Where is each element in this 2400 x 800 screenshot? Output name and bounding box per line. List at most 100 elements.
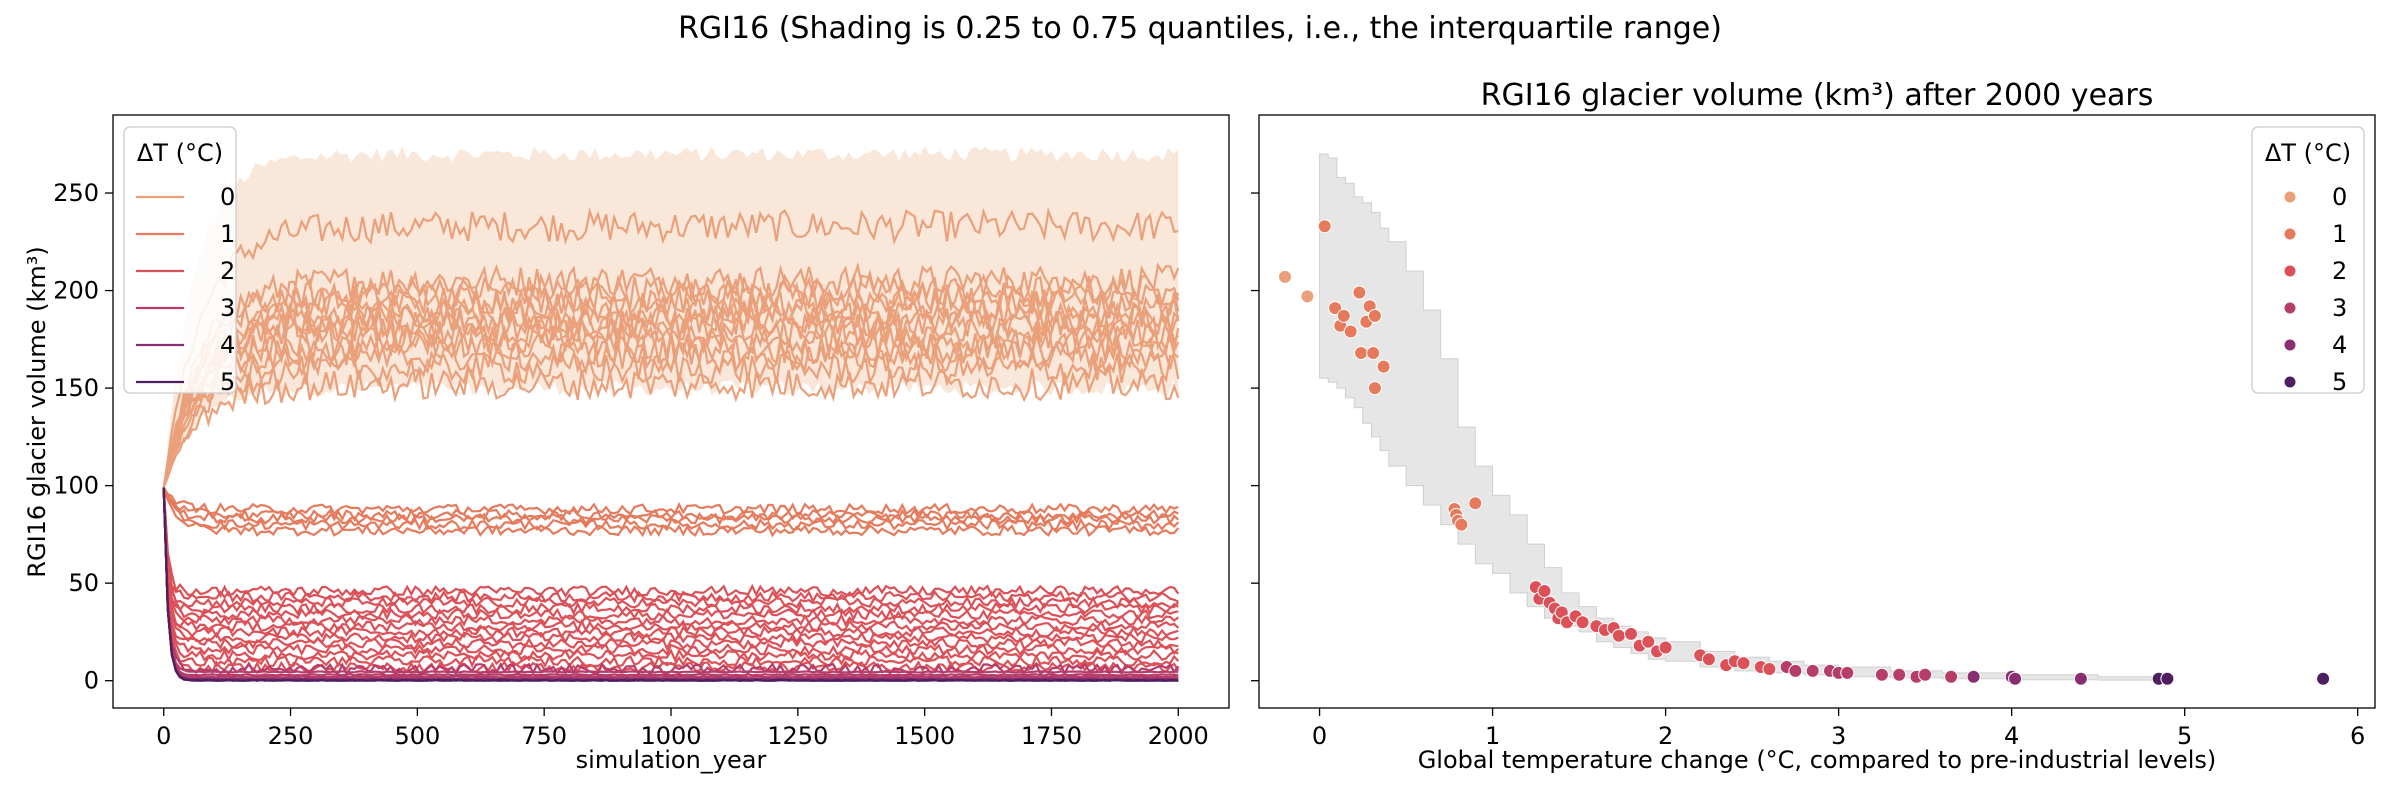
series-line-dT-2 [162, 487, 1179, 628]
scatter-point-dT-3 [1805, 663, 1820, 678]
series-line-dT-2 [162, 487, 1180, 599]
line-chart-xlabel: simulation_year [576, 746, 767, 774]
scatter-point-dT-3 [1788, 663, 1803, 678]
scatter-point-dT-1 [1367, 308, 1382, 323]
legend-label: 0 [220, 183, 235, 211]
series-line-dT-2 [162, 487, 1179, 645]
scatter-point-dT-2 [1701, 652, 1716, 667]
legend-dot-swatch [2283, 227, 2297, 241]
y-tick-label: 250 [53, 179, 99, 207]
scatter-point-dT-2 [1762, 662, 1777, 676]
y-tick-label: 100 [53, 472, 99, 500]
figure-title: RGI16 (Shading is 0.25 to 0.75 quantiles… [678, 11, 1722, 46]
x-tick-label: 3 [1831, 722, 1846, 750]
legend-dot-swatch [2283, 190, 2297, 204]
scatter-point-dT-1 [1354, 346, 1369, 360]
legend-label: 3 [220, 294, 235, 322]
series-line-dT-2 [162, 487, 1179, 652]
legend-dot-swatch [2283, 264, 2297, 278]
series-lines-layer [162, 206, 1180, 682]
scatter-chart-frame [1258, 114, 2376, 709]
legend-dot-swatch [2283, 301, 2297, 315]
x-tick-label: 1750 [1021, 722, 1082, 750]
line-chart-panel: 0 250 500 750 1000 1250 1500 1750 20000501001502… [23, 114, 1230, 774]
series-line-dT-0 [162, 349, 1180, 488]
x-tick-label: 2000 [1148, 722, 1209, 750]
legend-box [2251, 126, 2365, 394]
x-tick-label: 500 [394, 722, 440, 750]
legend-box [123, 126, 237, 394]
legend-label: 1 [220, 220, 235, 248]
x-tick-label: 750 [521, 722, 567, 750]
scatter-point-dT-1 [1468, 496, 1483, 511]
x-tick-label: 250 [268, 722, 314, 750]
scatter-point-dT-2 [1611, 628, 1626, 643]
scatter-points-layer [1278, 219, 2331, 686]
interquartile-band [163, 146, 1179, 488]
scatter-point-dT-0 [1300, 289, 1315, 304]
scatter-point-dT-2 [1658, 640, 1673, 655]
scatter-chart-ticks: 0 1 2 3 4 5 6 [1251, 192, 2365, 750]
scatter-point-dT-3 [1944, 669, 1959, 684]
scatter-point-dT-1 [1367, 381, 1382, 396]
legend-label: 0 [2332, 183, 2347, 211]
scatter-point-dT-3 [1918, 667, 1933, 682]
line-chart-legend: ΔT (°C) 0 1 2 3 4 5 [123, 126, 237, 396]
x-tick-label: 1000 [640, 722, 701, 750]
series-line-dT-2 [162, 487, 1179, 663]
x-tick-label: 1500 [894, 722, 955, 750]
scatter-chart-panel: RGI16 glacier volume (km³) after 2000 ye… [1251, 78, 2376, 774]
scatter-point-dT-4 [1966, 669, 1981, 684]
scatter-point-dT-3 [1840, 665, 1855, 680]
scatter-point-dT-2 [1575, 615, 1590, 630]
y-tick-label: 50 [68, 569, 99, 597]
y-tick-label: 150 [53, 374, 99, 402]
series-line-dT-2 [162, 487, 1179, 622]
series-line-dT-0 [162, 287, 1180, 488]
series-line-dT-0 [162, 279, 1180, 488]
scatter-point-dT-4 [2008, 671, 2023, 686]
y-tick-label: 200 [53, 277, 99, 305]
x-tick-label: 0 [156, 722, 171, 750]
series-line-dT-2 [162, 487, 1180, 657]
series-line-dT-0 [162, 321, 1180, 488]
series-line-dT-1 [162, 487, 1179, 522]
series-line-dT-2 [162, 487, 1179, 640]
scatter-point-dT-1 [1317, 219, 1332, 234]
scatter-chart-legend: ΔT (°C) 0 1 2 3 4 5 [2251, 126, 2365, 396]
scatter-point-dT-1 [1336, 308, 1351, 323]
series-line-dT-0 [162, 206, 1179, 488]
scatter-point-dT-2 [1736, 656, 1751, 671]
series-line-dT-5 [162, 487, 1179, 682]
series-line-dT-2 [162, 487, 1179, 616]
scatter-point-dT-1 [1352, 285, 1367, 300]
scatter-point-dT-2 [1624, 626, 1638, 641]
interquartile-band-layer [163, 146, 1179, 488]
legend-dot-swatch [2283, 338, 2297, 352]
scatter-point-dT-1 [1366, 346, 1381, 360]
series-line-dT-1 [162, 487, 1180, 538]
series-line-dT-3 [162, 487, 1179, 679]
series-line-dT-3 [162, 487, 1179, 674]
legend-dot-swatch [2283, 375, 2297, 389]
scatter-point-dT-2 [1641, 634, 1656, 649]
scatter-point-dT-1 [1328, 301, 1343, 316]
scatter-point-dT-1 [1454, 517, 1469, 532]
scatter-point-dT-0 [1278, 269, 1292, 284]
series-line-dT-0 [162, 314, 1180, 488]
legend-title: ΔT (°C) [2265, 139, 2351, 167]
scatter-point-dT-2 [1537, 584, 1552, 598]
x-tick-label: 1250 [767, 722, 828, 750]
scatter-point-dT-3 [1874, 667, 1889, 682]
x-tick-label: 2 [1658, 722, 1673, 750]
scatter-point-dT-5 [2160, 671, 2175, 686]
series-line-dT-1 [162, 487, 1180, 532]
x-tick-label: 1 [1485, 722, 1500, 750]
line-chart-ticks: 0 250 500 750 1000 1250 1500 1750 20000501001502… [53, 179, 1209, 750]
scatter-point-dT-4 [2073, 671, 2088, 686]
legend-label: 2 [220, 257, 235, 285]
scatter-point-dT-5 [2316, 671, 2331, 686]
scatter-interquartile-band [1319, 153, 2168, 681]
x-tick-label: 4 [2004, 722, 2019, 750]
series-line-dT-3 [162, 487, 1179, 677]
